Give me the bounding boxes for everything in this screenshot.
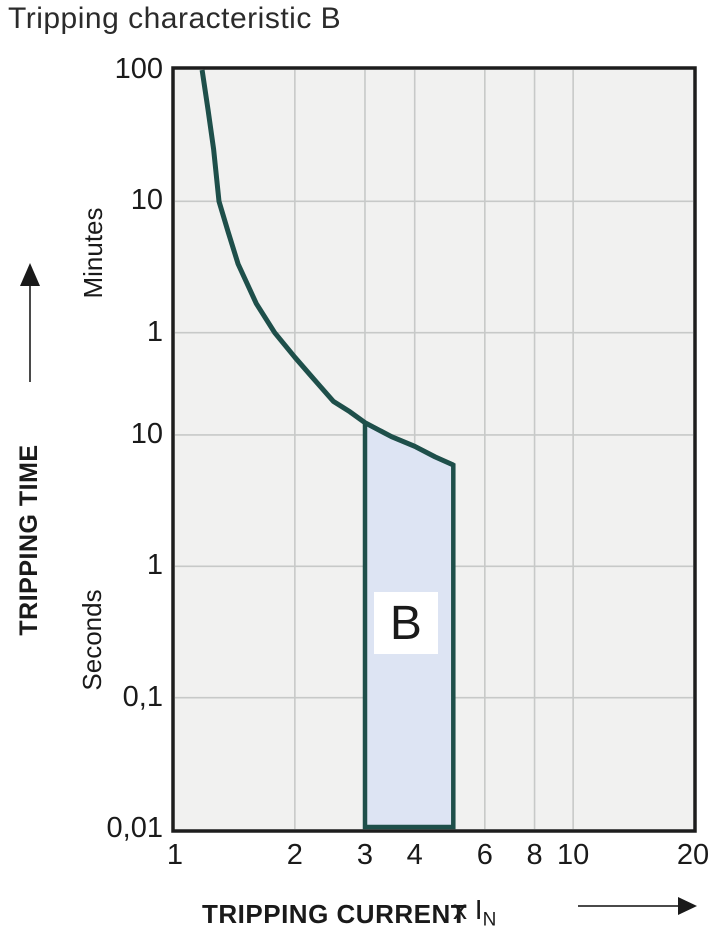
x-axis-arrow-line [578,905,682,907]
x-axis-unit-subscript: N [482,909,497,931]
y-tick-label: 0,1 [122,680,163,713]
x-tick-label: 8 [526,839,543,871]
x-tick-label: 3 [356,839,374,871]
x-axis-unit-prefix: x I [453,894,483,925]
y-tick-label: 10 [130,417,163,450]
tripping-curve [199,69,455,468]
x-tick-label: 4 [406,839,423,871]
x-tick-label: 10 [557,839,590,871]
y-axis-arrow-line [29,284,31,382]
chart-title: Tripping characteristic B [8,2,342,35]
region-label-box: B [373,592,438,654]
arrow-up-icon [20,263,40,286]
region-label: B [389,596,422,650]
y-tick-label: 100 [114,53,163,85]
x-axis-unit: x IN [453,894,496,932]
x-tick-label: 2 [286,839,303,871]
y-tick-label: 0,01 [106,812,163,844]
x-tick-label: 1 [166,839,184,871]
y-tick-label: 1 [146,549,163,582]
y-tick-label: 10 [130,184,163,217]
x-tick-label: 20 [676,839,710,871]
y-tick-label: 1 [146,315,163,348]
arrow-right-icon [678,897,697,915]
y-axis-title: TRIPPING TIME [15,444,43,636]
x-tick-label: 6 [476,839,493,871]
x-axis-title: TRIPPING CURRENT [202,899,468,929]
